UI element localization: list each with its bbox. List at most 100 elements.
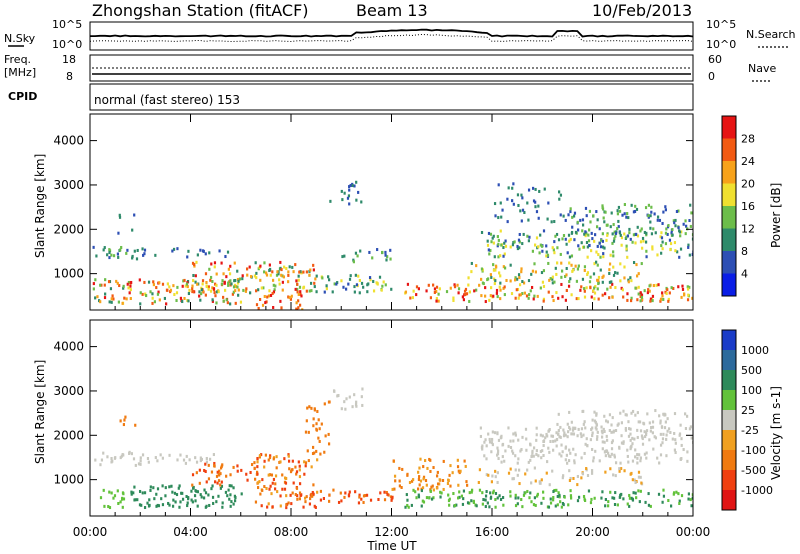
echo-cell [283,457,286,461]
echo-cell [256,460,259,464]
echo-cell [661,294,664,298]
echo-cell [116,252,120,256]
echo-cell [202,496,206,500]
echo-cell [516,461,519,465]
echo-cell [537,454,540,458]
echo-cell [208,251,211,255]
echo-cell [519,449,522,453]
echo-cell [351,184,354,188]
echo-cell [528,235,531,239]
echo-cell [233,494,237,498]
echo-cell [489,496,492,500]
echo-cell [294,263,297,267]
echo-cell [526,489,529,493]
echo-cell [597,275,601,279]
echo-cell [667,427,671,431]
echo-cell [107,505,110,509]
echo-cell [312,417,315,421]
echo-cell [261,303,265,307]
echo-cell [559,252,562,256]
echo-cell [629,472,632,476]
echo-cell [648,289,651,293]
echo-cell [422,465,425,469]
echo-cell [604,292,607,296]
echo-cell [634,204,637,208]
echo-cell [221,505,224,509]
echo-cell [678,499,681,503]
echo-cell [260,453,263,457]
echo-cell [380,288,383,292]
echo-cell [181,497,185,501]
echo-cell [486,501,489,505]
echo-cell [659,419,662,423]
echo-cell [545,244,548,248]
echo-cell [540,501,543,505]
echo-cell [605,419,608,423]
echo-cell [332,488,335,492]
echo-cell [327,275,330,279]
echo-cell [146,457,150,461]
echo-cell [417,470,420,474]
echo-cell [636,225,639,229]
echo-cell [209,275,213,279]
echo-cell [550,220,553,224]
echo-cell [548,483,551,487]
echo-cell [126,282,129,286]
echo-cell [516,244,519,248]
echo-cell [596,244,599,248]
echo-cell [614,231,618,235]
echo-cell [470,270,473,274]
echo-cell [602,255,605,259]
echo-cell [129,297,132,301]
echo-cell [258,480,261,484]
echo-cell [278,460,281,464]
echo-cell [393,474,397,478]
echo-cell [614,429,618,433]
echo-cell [505,278,508,282]
echo-cell [539,233,542,237]
echo-cell [215,272,218,276]
echo-cell [667,299,670,303]
echo-cell [590,249,593,253]
echo-cell [185,282,189,286]
colorbar-tick-label: -1000 [741,484,773,497]
echo-cell [546,460,549,464]
echo-cell [268,263,271,267]
echo-cell [503,252,506,256]
echo-cell [630,279,633,283]
echo-cell [205,456,208,460]
echo-cell [571,428,575,432]
echo-cell [486,278,489,282]
echo-cell [639,459,642,463]
echo-cell [512,439,515,443]
echo-cell [235,285,238,289]
echo-cell [608,271,611,275]
echo-cell [191,473,195,477]
echo-cell [290,502,293,506]
echo-cell [447,478,450,482]
echo-cell [234,289,237,293]
echo-cell [305,419,308,423]
echo-cell [668,238,672,242]
echo-cell [184,461,188,465]
echo-cell [586,255,589,259]
freq-tick-low: 8 [66,70,73,83]
echo-cell [302,505,305,509]
echo-cell [534,270,537,274]
echo-cell [488,440,492,444]
echo-cell [386,255,389,259]
echo-cell [623,212,626,216]
echo-cell [690,211,693,215]
echo-cell [205,480,208,484]
echo-cell [205,284,208,288]
echo-cell [218,473,221,477]
echo-cell [108,251,111,255]
echo-cell [186,501,189,505]
echo-cell [493,431,497,435]
echo-cell [509,445,513,449]
echo-cell [408,481,412,485]
echo-cell [398,484,401,488]
echo-cell [360,281,364,285]
echo-cell [535,236,539,240]
